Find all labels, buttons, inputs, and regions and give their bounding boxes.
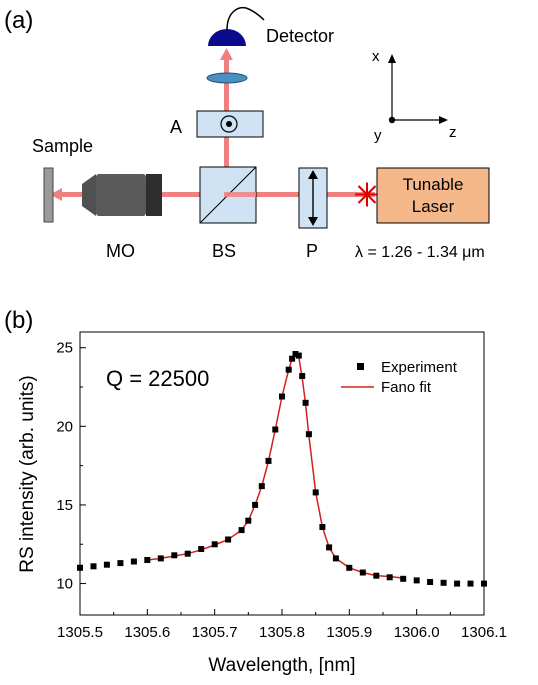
data-point-experiment: [312, 489, 319, 496]
x-tick-label: 1305.5: [57, 624, 103, 641]
panel-b-label: (b): [4, 307, 33, 334]
x-axis: 1305.5 1305.6 1305.7 1305.8 1305.9 1306.0 1306…: [57, 609, 507, 641]
data-point-experiment: [157, 555, 164, 562]
laser-label-line1: Tunable: [403, 175, 464, 194]
data-point-experiment: [440, 579, 447, 586]
legend-label-experiment: Experiment: [381, 359, 458, 376]
data-point-experiment: [289, 355, 296, 362]
data-point-experiment: [198, 546, 205, 552]
data-point-experiment: [454, 580, 461, 587]
data-point-experiment: [305, 431, 312, 438]
y-tick-label: 20: [56, 418, 73, 435]
data-point-experiment: [225, 536, 232, 543]
panel-a: (a) Detector A Sample MO BS: [4, 6, 490, 261]
data-point-experiment: [258, 483, 265, 490]
data-point-experiment: [245, 517, 252, 524]
data-point-experiment: [272, 426, 279, 433]
x-axis-label: Wavelength, [nm]: [208, 655, 355, 676]
polarization-out-of-plane-icon: [220, 115, 238, 133]
axis-x-label: x: [372, 48, 380, 65]
data-point-experiment: [467, 580, 474, 587]
mo-label: MO: [106, 241, 135, 261]
data-point-experiment: [299, 373, 306, 379]
data-point-experiment: [90, 563, 97, 570]
x-tick-label: 1305.6: [124, 624, 170, 641]
data-point-experiment: [238, 527, 245, 534]
laser-emission-icon: [355, 182, 379, 207]
data-point-experiment: [427, 579, 434, 585]
polarizer-label: P: [306, 241, 318, 261]
x-tick-label: 1306.1: [461, 624, 507, 641]
q-annotation: Q = 22500: [106, 366, 209, 391]
data-point-experiment: [144, 557, 151, 563]
data-point-experiment: [117, 560, 124, 567]
data-point-experiment: [386, 574, 393, 581]
x-tick-label: 1305.8: [259, 624, 305, 641]
beam-arrow-up: [220, 48, 233, 60]
x-tick-label: 1305.9: [326, 624, 372, 641]
x-tick-label: 1306.0: [394, 624, 440, 641]
wavelength-label: λ = 1.26 - 1.34 μm: [355, 244, 485, 261]
data-point-experiment: [285, 366, 292, 373]
coordinate-axes: [388, 54, 448, 124]
data-point-experiment: [171, 552, 178, 559]
axis-z-label: z: [449, 124, 457, 141]
data-point-experiment: [346, 564, 353, 571]
detector-icon: [208, 29, 246, 46]
beam-arrow-left: [50, 188, 62, 201]
lens-icon: [206, 72, 248, 84]
data-point-experiment: [413, 577, 420, 584]
data-point-experiment: [319, 524, 326, 530]
data-point-experiment: [359, 569, 366, 576]
y-tick-label: 15: [56, 497, 73, 514]
y-axis-label: RS intensity (arb. units): [17, 375, 38, 572]
tunable-laser-box: [376, 167, 490, 224]
sample-label: Sample: [32, 136, 93, 156]
microscope-objective-icon: [82, 174, 162, 216]
data-point-experiment: [279, 393, 285, 400]
panel-b: (b) 1305.5 1305.6 1305.7 1305.8 1305.9 1306.0…: [4, 307, 507, 676]
data-point-experiment: [211, 541, 218, 548]
detector-cable: [226, 6, 265, 31]
detector-label: Detector: [266, 26, 334, 46]
data-point-experiment: [302, 399, 309, 406]
data-point-experiment: [295, 352, 302, 359]
analyzer-label: A: [170, 117, 182, 137]
data-point-experiment: [292, 351, 299, 357]
bs-label: BS: [212, 241, 236, 261]
y-tick-label: 10: [56, 576, 73, 593]
y-axis: 10 15 20 25: [56, 340, 86, 593]
data-point-experiment: [130, 558, 137, 565]
panel-a-label: (a): [4, 7, 33, 34]
data-point-experiment: [332, 555, 339, 562]
sample-plate: [43, 167, 54, 223]
legend-marker-experiment: [357, 363, 364, 370]
legend-label-fano: Fano fit: [381, 379, 432, 396]
data-point-experiment: [400, 575, 407, 582]
axis-y-label: y: [374, 127, 382, 144]
data-point-experiment: [326, 544, 333, 551]
legend: Experiment Fano fit: [341, 359, 458, 396]
data-point-experiment: [252, 501, 259, 508]
x-tick-label: 1305.7: [192, 624, 238, 641]
data-point-experiment: [103, 561, 110, 568]
data-point-experiment: [373, 572, 380, 579]
y-tick-label: 25: [56, 340, 73, 357]
data-point-experiment: [265, 457, 272, 464]
laser-label-line2: Laser: [412, 197, 455, 216]
data-point-experiment: [184, 550, 191, 557]
